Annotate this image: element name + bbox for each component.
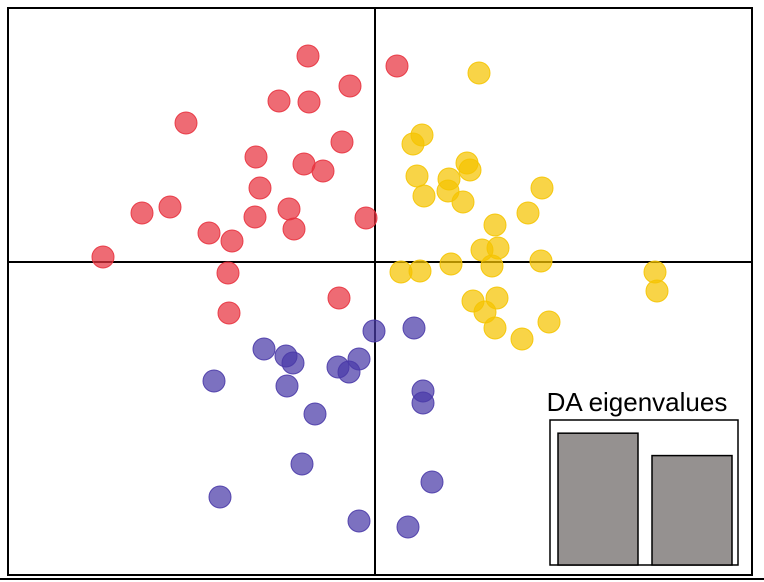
plot-frame [7,7,753,576]
point [311,159,335,183]
point [362,319,386,343]
point [277,197,301,221]
point [347,509,371,533]
point [158,195,182,219]
point [537,310,561,334]
point [412,184,436,208]
point [645,279,669,303]
point [208,485,232,509]
point [405,164,429,188]
points [8,8,752,575]
point [282,217,306,241]
point [385,54,409,78]
eigenvalue-bar [557,432,639,566]
point [91,245,115,269]
point [467,61,491,85]
point [451,190,475,214]
point [510,327,534,351]
point [401,132,425,156]
point [483,316,507,340]
point [408,259,432,283]
point [303,402,327,426]
point [267,89,291,113]
point [281,351,305,375]
point [297,90,321,114]
point [529,249,553,273]
point [248,176,272,200]
point [244,145,268,169]
point [275,374,299,398]
point [530,176,554,200]
point [516,201,540,225]
inset-title: DA eigenvalues [547,387,728,417]
point [130,201,154,225]
point [197,221,221,245]
point [420,470,444,494]
point [243,205,267,229]
point [439,252,463,276]
point [458,158,482,182]
eigenvalue-bar [651,454,733,566]
point [220,229,244,253]
point [202,369,226,393]
point [402,316,426,340]
point [174,111,198,135]
point [327,286,351,310]
point [411,391,435,415]
point [216,261,240,285]
point [330,130,354,154]
point [252,337,276,361]
point [217,301,241,325]
point [290,452,314,476]
point [296,44,320,68]
point [483,213,507,237]
point [354,206,378,230]
point [337,360,361,384]
point [396,515,420,539]
point [338,74,362,98]
point [480,254,504,278]
